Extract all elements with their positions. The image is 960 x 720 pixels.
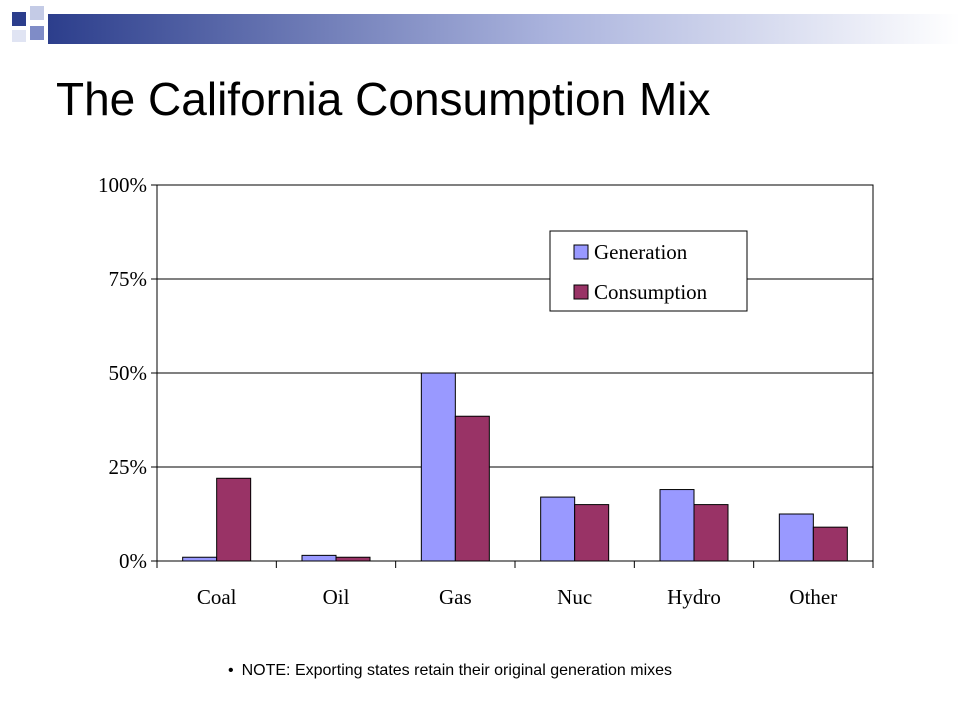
bar-consumption-hydro: [693, 504, 729, 562]
header-square-dark: [12, 12, 26, 26]
y-tick-label: 0%: [119, 549, 147, 573]
header-square-pale: [12, 30, 26, 42]
bar-consumption-oil: [335, 556, 371, 562]
bar-generation-nuc: [540, 496, 576, 562]
bar-generation-coal: [182, 556, 218, 562]
legend-label-generation: Generation: [594, 240, 688, 264]
header-decoration: [12, 6, 960, 44]
legend-label-consumption: Consumption: [594, 280, 708, 304]
header-square-light: [30, 6, 44, 20]
bar-chart: 0% 25% 50% 75% 100% Coal Oil Gas Nuc Hydro Other Ge…: [98, 173, 874, 609]
x-tick-label: Oil: [323, 585, 350, 609]
bar-consumption-coal: [216, 477, 252, 562]
header-gradient-bar: [48, 14, 960, 44]
footnote-text: NOTE: Exporting states retain their orig…: [241, 662, 673, 679]
bullet-icon: •: [228, 662, 234, 679]
bar-generation-oil: [301, 554, 337, 562]
bar-generation-other: [778, 513, 814, 562]
legend-swatch-consumption: [573, 284, 589, 300]
bar-consumption-gas: [454, 415, 490, 562]
x-tick-label: Coal: [197, 585, 237, 609]
legend-swatch-generation: [573, 244, 589, 260]
y-tick-label: 25%: [109, 455, 148, 479]
bar-consumption-nuc: [574, 504, 610, 562]
x-tick-label: Hydro: [667, 585, 721, 609]
y-tick-label: 50%: [109, 361, 148, 385]
bar-consumption-other: [812, 526, 848, 562]
y-tick-label: 100%: [98, 173, 147, 197]
x-tick-label: Gas: [439, 585, 472, 609]
bar-generation-hydro: [659, 489, 695, 562]
footnote: • NOTE: Exporting states retain their ori…: [228, 662, 672, 680]
bar-generation-gas: [420, 372, 456, 562]
y-tick-label: 75%: [109, 267, 148, 291]
x-tick-label: Other: [789, 585, 837, 609]
x-tick-label: Nuc: [557, 585, 592, 609]
header-square-mid: [30, 26, 44, 40]
slide-title: The California Consumption Mix: [56, 73, 711, 125]
